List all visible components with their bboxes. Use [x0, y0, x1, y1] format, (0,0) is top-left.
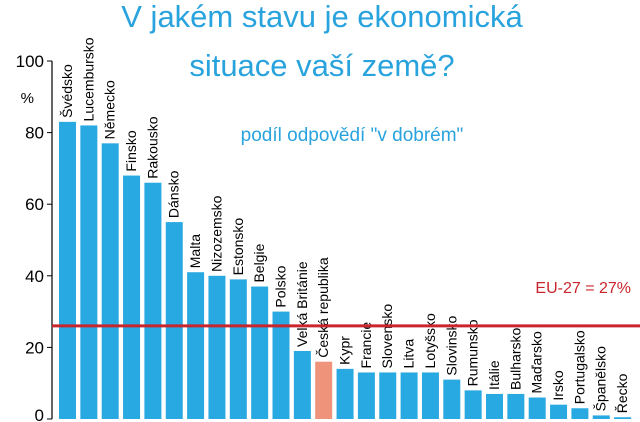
bar	[293, 350, 311, 419]
category-label: Irsko	[550, 370, 566, 401]
bar	[165, 222, 183, 419]
category-label: Dánsko	[166, 170, 182, 218]
category-label: Portugalsko	[571, 330, 587, 404]
y-tick-label: 20	[25, 338, 44, 357]
category-label: Česká republika	[315, 257, 331, 358]
bar	[357, 372, 375, 419]
category-label: Estonsko	[230, 218, 246, 276]
bar	[59, 121, 76, 420]
reference-line-label: EU-27 = 27%	[535, 280, 631, 297]
category-label: Kypr	[337, 336, 353, 365]
category-label: Slovinsko	[443, 315, 459, 375]
bar	[336, 368, 354, 419]
category-label: Bulharsko	[507, 327, 523, 389]
category-label: Finsko	[123, 130, 139, 171]
y-axis-ticks: 0 20 40 60 80 100	[16, 52, 52, 422]
category-label: Polsko	[273, 265, 289, 307]
bar	[379, 372, 397, 419]
bar	[464, 390, 482, 419]
bar	[315, 361, 333, 419]
chart-title-line-2: situace vaší země?	[189, 48, 454, 83]
bar	[507, 393, 525, 419]
y-tick-label: 0	[35, 406, 44, 422]
y-tick-label: 80	[25, 124, 44, 143]
category-label: Litva	[401, 339, 417, 369]
category-label: Lotyšsko	[422, 313, 438, 368]
chart-title-line-1: V jakém stavu je ekonomická	[121, 0, 523, 34]
category-label: Francie	[358, 322, 374, 369]
y-tick-label: 100	[16, 52, 44, 71]
bar	[187, 272, 205, 419]
category-label: Rakousko	[144, 116, 160, 178]
category-labels: Švédsko Lucembursko Německo Finsko Rakousko D…	[59, 37, 630, 413]
bar	[614, 417, 632, 419]
bar	[208, 275, 226, 419]
bar	[272, 311, 290, 419]
bar	[101, 143, 119, 419]
y-tick-label: 60	[25, 195, 44, 214]
category-label: Belgie	[251, 243, 267, 282]
chart-subtitle: podíl odpovědí "v dobrém"	[241, 125, 464, 146]
bars	[59, 121, 632, 420]
category-label: Slovensko	[379, 304, 395, 369]
bar	[144, 182, 162, 419]
bar	[550, 404, 568, 419]
category-label: Malta	[187, 234, 203, 268]
category-label: Velká Británie	[294, 261, 310, 347]
category-label: Nizozemsko	[208, 195, 224, 271]
y-tick-label: 40	[25, 267, 44, 286]
bar	[123, 175, 141, 419]
category-label: Německo	[102, 80, 118, 139]
bar	[571, 408, 589, 419]
category-label: Itálie	[486, 360, 502, 390]
bar	[400, 372, 418, 419]
category-label: Švédsko	[59, 64, 75, 118]
category-label: Řecko	[614, 373, 630, 413]
category-label: Španělsko	[593, 346, 609, 412]
bar	[229, 279, 247, 419]
category-label: Rumunsko	[465, 319, 481, 386]
category-label: Lucembursko	[80, 37, 96, 121]
bar	[80, 125, 98, 419]
bar	[251, 286, 269, 419]
y-axis-unit: %	[21, 90, 34, 107]
bar	[486, 393, 503, 419]
category-label: Maďarsko	[529, 331, 545, 394]
bar	[421, 372, 439, 419]
bar	[528, 397, 546, 419]
bar	[592, 415, 610, 419]
bar	[443, 379, 461, 419]
